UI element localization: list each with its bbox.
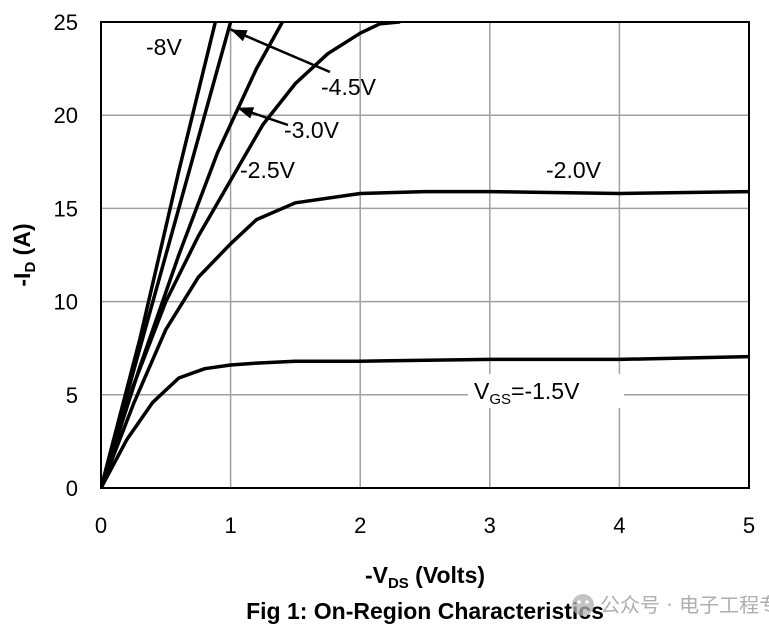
- y-tick-labels: 0 5 10 15 20 25: [54, 10, 78, 501]
- series-line: [101, 354, 749, 488]
- y-tick-label: 5: [66, 383, 78, 408]
- vgs-main: V: [474, 378, 490, 404]
- y-axis-label-subscript: D: [22, 262, 39, 273]
- y-tick-label: 20: [54, 103, 78, 128]
- x-axis-label-tail: (Volts): [409, 562, 485, 588]
- curve-label-4-5v: -4.5V: [321, 74, 377, 100]
- watermark: 公众号 · 电子工程专辑: [572, 593, 769, 617]
- annotation-arrow-head: [230, 29, 248, 42]
- x-tick-label: 5: [743, 513, 755, 538]
- x-tick-label: 4: [613, 513, 625, 538]
- x-tick-label: 1: [224, 513, 236, 538]
- wechat-logo-icon: [572, 594, 594, 616]
- vgs-subscript: GS: [489, 391, 511, 408]
- y-axis-label-main: -I: [9, 273, 35, 287]
- y-tick-label: 0: [66, 476, 78, 501]
- watermark-text: 公众号 · 电子工程专辑: [600, 593, 769, 617]
- figure-caption: Fig 1: On-Region Characteristics: [246, 598, 604, 624]
- series-line: [101, 22, 233, 488]
- curve-label-2-5v: -2.5V: [240, 157, 296, 183]
- y-tick-label: 15: [54, 196, 78, 221]
- curve-label-2-0v: -2.0V: [546, 157, 602, 183]
- annotation-arrow-head: [237, 107, 255, 119]
- curve-label-3-0v: -3.0V: [284, 117, 340, 143]
- annotation-arrow-shaft: [230, 28, 331, 74]
- series-line: [101, 189, 749, 488]
- grid: [101, 22, 749, 488]
- vgs-tail: =-1.5V: [511, 378, 580, 404]
- x-axis-label-subscript: DS: [388, 575, 409, 592]
- y-axis-label: -ID (A): [9, 223, 39, 286]
- curve-label-8v: -8V: [146, 34, 182, 60]
- curves: [101, 22, 749, 488]
- wechat-logo-eye-left: [577, 600, 581, 604]
- x-tick-label: 0: [95, 513, 107, 538]
- y-axis-label-tail: (A): [9, 223, 35, 261]
- vgs-label-background: [468, 374, 624, 408]
- x-axis-label-main: -V: [365, 562, 389, 588]
- curve-label-vgs-1-5v: VGS=-1.5V: [474, 378, 580, 408]
- x-axis-label: -VDS (Volts): [365, 562, 485, 592]
- y-tick-label: 10: [54, 290, 78, 315]
- series-line: [101, 22, 218, 488]
- annotation-arrows: [230, 28, 331, 127]
- series-line: [101, 22, 401, 488]
- y-tick-label: 25: [54, 10, 78, 35]
- x-tick-label: 3: [484, 513, 496, 538]
- x-tick-label: 2: [354, 513, 366, 538]
- plot-frame: [100, 21, 750, 489]
- wechat-logo-eye-right: [585, 600, 589, 604]
- x-tick-labels: 0 1 2 3 4 5: [95, 513, 755, 538]
